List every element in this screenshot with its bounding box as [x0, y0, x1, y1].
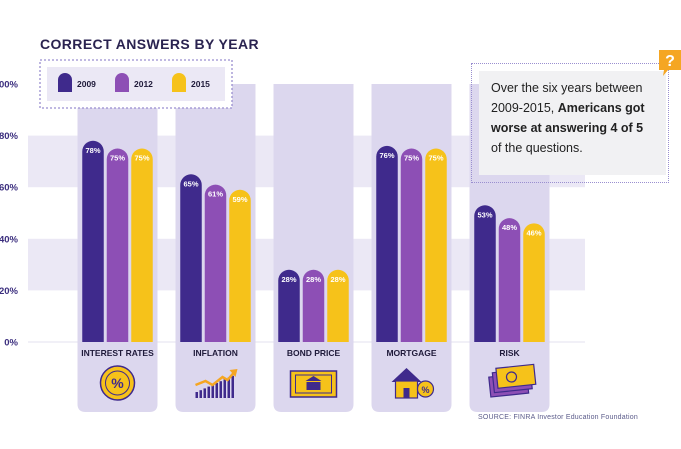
house-percent-icon: %: [391, 368, 435, 399]
percent-coin-icon: %: [99, 365, 136, 401]
bar-2009: [474, 205, 496, 342]
bar-2015: [523, 223, 545, 342]
bar-2015: [131, 148, 153, 342]
bill-seal: [505, 371, 518, 383]
bar-value-label: 65%: [183, 179, 198, 188]
coin-ring: [105, 370, 130, 396]
bar-value-label: 53%: [477, 210, 492, 219]
graph-bar: [211, 384, 214, 398]
question-mark-icon: ?: [659, 50, 681, 76]
bond-certificate-icon: [289, 370, 338, 398]
certificate-frame: [295, 374, 332, 394]
source-note: SOURCE: FINRA Investor Education Foundat…: [478, 414, 638, 421]
y-tick-label: 80%: [0, 131, 19, 142]
category-label: RISK: [499, 348, 520, 358]
bar-2015: [425, 148, 447, 342]
legend-label-2015: 2015: [191, 79, 210, 89]
y-tick-label: 60%: [0, 183, 19, 194]
graph-bar: [203, 388, 206, 398]
callout-text-end: of the questions.: [491, 141, 583, 155]
callout-border: [471, 63, 669, 183]
y-tick-label: 20%: [0, 286, 19, 297]
building-roof: [305, 376, 322, 381]
bar-2015: [327, 269, 349, 342]
percent-glyph: %: [111, 375, 124, 391]
bar-2012: [204, 184, 227, 342]
bar-value-label: 75%: [428, 154, 443, 163]
bar-value-label: 46%: [526, 228, 541, 237]
bar-2012: [302, 269, 325, 342]
callout-text: Over the six years between 2009-2015,: [491, 81, 643, 115]
bar-value-label: 75%: [110, 154, 125, 163]
category-label: MORTGAGE: [386, 348, 436, 358]
bar-value-label: 28%: [281, 275, 296, 284]
legend-label-2009: 2009: [77, 79, 96, 89]
trend-line: [195, 371, 236, 387]
bar-value-label: 28%: [330, 275, 345, 284]
graph-bar: [215, 383, 218, 398]
category-label: BOND PRICE: [287, 348, 341, 358]
y-axis: 0% 20% 40% 60% 80% 100%: [0, 80, 19, 349]
percent-coin: [416, 380, 435, 398]
bar-value-label: 59%: [232, 195, 247, 204]
chart-title: CORRECT ANSWERS BY YEAR: [40, 36, 259, 52]
building-body: [306, 382, 321, 390]
graph-bar: [207, 386, 210, 398]
y-tick-label: 0%: [4, 338, 18, 349]
bill: [495, 363, 537, 389]
category-labels: INTEREST RATES INFLATION BOND PRICE MORTGAG…: [81, 348, 520, 358]
callout-bold-text: Americans got worse at answering 4 of 5: [491, 101, 645, 135]
y-tick-label: 100%: [0, 80, 19, 91]
category-label: INFLATION: [193, 348, 238, 358]
bar-2009: [376, 145, 398, 342]
bar-2012: [498, 218, 521, 342]
bar-value-label: 76%: [379, 151, 394, 160]
callout-box: Over the six years between 2009-2015, Am…: [479, 71, 666, 175]
category-icons: %%: [99, 363, 537, 401]
graph-bar: [195, 392, 198, 398]
bar-value-label: 61%: [208, 190, 223, 199]
bar-2009: [82, 140, 104, 342]
bar-value-label: 75%: [404, 154, 419, 163]
y-tick-label: 40%: [0, 234, 19, 245]
legend-swatch-2015: [172, 73, 186, 92]
trend-arrow: [229, 369, 238, 377]
bar-2012: [400, 148, 423, 342]
legend-swatch-2009: [58, 73, 72, 92]
legend-swatch-2012: [115, 73, 129, 92]
category-label: INTEREST RATES: [81, 348, 154, 358]
house-door: [403, 388, 410, 398]
graph-bar: [231, 375, 234, 398]
graph-bar: [227, 377, 230, 398]
bar-2009: [180, 174, 202, 342]
graph-bar: [199, 390, 202, 398]
category-card: [273, 84, 354, 412]
rising-graph-icon: [195, 369, 238, 398]
graph-bar: [219, 381, 222, 398]
legend-inner: [47, 67, 225, 101]
graph-bar: [223, 379, 226, 398]
bar-2015: [229, 189, 251, 342]
legend-label-2012: 2012: [134, 79, 153, 89]
money-stack-icon: [488, 363, 537, 398]
bar-value-label: 28%: [306, 275, 321, 284]
percent-glyph: %: [421, 385, 429, 395]
bar-value-label: 75%: [134, 154, 149, 163]
bar-value-label: 48%: [502, 223, 517, 232]
bar-value-label: 78%: [85, 146, 100, 155]
house-roof: [391, 368, 422, 382]
bar-series: 78% 75% 75% 65% 61% 59% 28% 28% 28% 76% 75% 75% 53% 4…: [82, 140, 545, 342]
bar-2009: [278, 269, 300, 342]
svg-text:?: ?: [665, 53, 675, 70]
bar-2012: [106, 148, 129, 342]
legend: 2009 2012 2015: [39, 59, 233, 109]
